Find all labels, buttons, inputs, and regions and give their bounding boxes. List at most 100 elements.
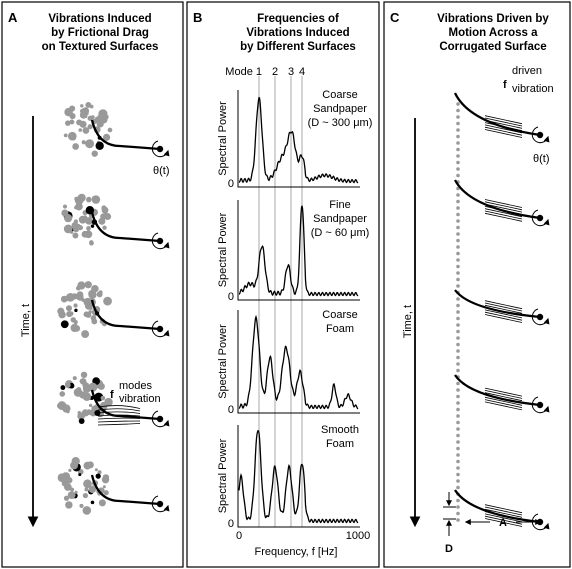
corrugation-dot — [456, 251, 460, 256]
surface-dot — [97, 382, 105, 390]
vibration-line — [97, 423, 141, 426]
panel-title: Vibrations Induced — [246, 27, 349, 39]
corrugation-dot — [456, 206, 460, 210]
panel-a-frame — [1, 1, 184, 568]
surface-dot — [100, 213, 107, 220]
surface-dot — [72, 376, 77, 381]
freq-subscript: vibration — [119, 393, 161, 405]
panel-b-frame — [186, 1, 380, 568]
time-label: Time, t — [402, 305, 414, 338]
surface-dot — [69, 119, 75, 125]
surface-dot — [97, 114, 103, 120]
whisker — [90, 211, 161, 243]
corrugation-dot — [456, 388, 460, 392]
corrugation-dot — [456, 440, 460, 444]
surface-dot — [63, 133, 68, 138]
vibration-line — [484, 508, 523, 518]
axes — [237, 90, 360, 188]
surface-label: Fine — [329, 199, 350, 211]
surface-dot — [82, 382, 90, 389]
surface-dot — [84, 281, 92, 289]
corrugation-dot — [456, 173, 460, 178]
x-label: Frequency, f [Hz] — [255, 546, 338, 558]
surface-dot — [98, 499, 106, 507]
y-label: Spectral Power — [217, 438, 229, 513]
vibration-line — [97, 417, 141, 420]
corrugation-dot — [456, 297, 460, 301]
rotation-arrow — [531, 308, 550, 326]
corrugation-dot — [456, 219, 460, 223]
pivot — [536, 313, 544, 321]
corrugation-dot — [456, 362, 460, 366]
corrugation-dot — [456, 518, 460, 522]
vibration-line — [484, 314, 523, 323]
surface-dot — [76, 119, 83, 126]
corrugation-dot — [456, 212, 460, 217]
panel-c-frame — [383, 1, 571, 568]
surface-dot — [78, 128, 83, 132]
whisker — [90, 474, 161, 506]
rotation-arrow — [151, 495, 170, 513]
corrugation-dot — [456, 349, 460, 353]
whisker — [454, 374, 541, 407]
surface-dot — [89, 240, 94, 245]
surface-dot — [62, 204, 68, 209]
corrugation-dot — [456, 238, 460, 243]
vibration-line — [484, 122, 523, 131]
vibration-line — [484, 210, 523, 220]
surface-dot — [100, 395, 106, 401]
corrugation-dot — [456, 284, 460, 288]
surface-dot — [57, 402, 63, 409]
vibration-line — [484, 115, 523, 125]
mode-label: 3 — [288, 66, 294, 78]
axes — [237, 425, 360, 528]
freq-subscript: vibration — [512, 83, 554, 95]
rotation-arrow — [531, 396, 550, 414]
surface-dot — [85, 217, 93, 225]
surface-dot — [98, 290, 103, 295]
vibration-line — [484, 124, 523, 134]
corrugation-dot — [456, 115, 460, 119]
surface-dot — [66, 409, 70, 414]
surface-dot — [59, 391, 66, 397]
surface-dot — [73, 219, 79, 224]
vibration-line — [484, 392, 523, 402]
surface-dot — [75, 197, 82, 205]
vibration-line — [484, 117, 523, 127]
corrugation-dot — [456, 128, 460, 132]
whisker — [454, 289, 541, 319]
surface-dot — [81, 330, 90, 339]
surface-dot — [66, 310, 73, 318]
corrugation-dot — [456, 264, 460, 269]
corrugation-dot — [456, 199, 460, 204]
corrugation-dot — [456, 511, 460, 516]
panel-letter: B — [193, 10, 202, 25]
vibration-line — [484, 504, 523, 514]
pivot — [156, 237, 164, 245]
panel-title: Vibrations Driven by — [437, 13, 549, 25]
surface-dot — [84, 487, 89, 492]
freq-symbol: f — [110, 389, 114, 401]
corrugation-dot — [456, 394, 460, 399]
corrugation-dot — [456, 134, 460, 139]
rotation-arrow — [151, 410, 170, 428]
vibration-line — [97, 420, 141, 423]
panel-title: Frequencies of — [257, 13, 339, 25]
pivot — [536, 401, 544, 409]
corrugation-dot — [456, 433, 460, 438]
corrugation-dot — [456, 479, 460, 483]
spectrum — [238, 430, 359, 524]
surface-label: Smooth — [321, 424, 359, 436]
x-tick: 0 — [236, 530, 242, 542]
surface-label: Coarse — [322, 309, 357, 321]
vibration-line — [97, 405, 141, 409]
freq-symbol: f — [503, 79, 507, 91]
surface-dot — [102, 474, 110, 481]
surface-dot — [66, 383, 71, 388]
surface-dot — [90, 487, 94, 491]
surface-label: Sandpaper — [313, 103, 367, 115]
surface-dot — [91, 405, 97, 411]
vibration-line — [484, 401, 523, 411]
pivot — [156, 145, 164, 153]
